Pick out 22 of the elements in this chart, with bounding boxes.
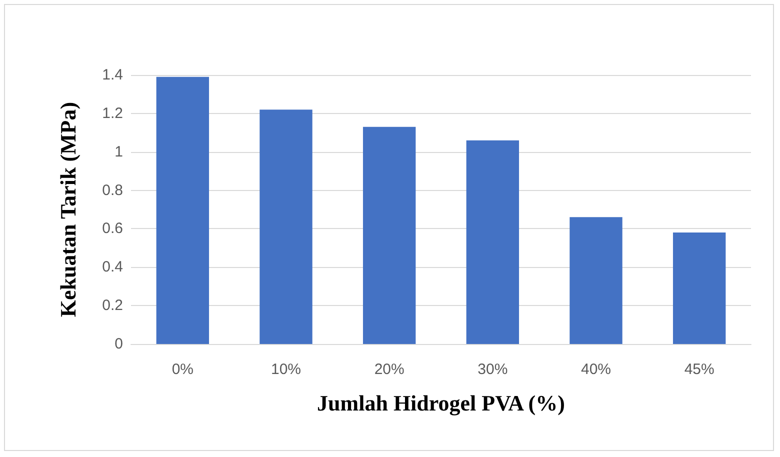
- x-tick-label: 10%: [270, 361, 302, 378]
- bar: [466, 140, 520, 344]
- bar: [156, 76, 210, 344]
- bar: [570, 217, 622, 344]
- y-tick-label: 0.6: [102, 220, 123, 238]
- y-tick-label: 1.2: [102, 104, 123, 122]
- y-tick-label: 0.2: [102, 297, 123, 314]
- bar: [672, 232, 726, 344]
- bar: [362, 126, 416, 344]
- x-tick-label: 0%: [172, 361, 194, 378]
- bar: [260, 110, 312, 344]
- x-tick-label: 40%: [580, 361, 612, 378]
- y-tick-label: 1.4: [102, 66, 123, 84]
- y-tick-label: 0: [114, 336, 123, 352]
- y-tick-label: 0.4: [102, 258, 123, 276]
- x-tick-label: 20%: [374, 361, 404, 378]
- y-axis-title: Kekuatan Tarik (MPa): [56, 102, 80, 318]
- x-tick-label: 30%: [478, 361, 508, 378]
- y-tick-label: 1: [114, 143, 123, 160]
- y-tick-label: 0.8: [102, 182, 123, 199]
- x-tick-label: 45%: [684, 361, 714, 378]
- x-axis-title: Jumlah Hidrogel PVA (%): [317, 390, 565, 416]
